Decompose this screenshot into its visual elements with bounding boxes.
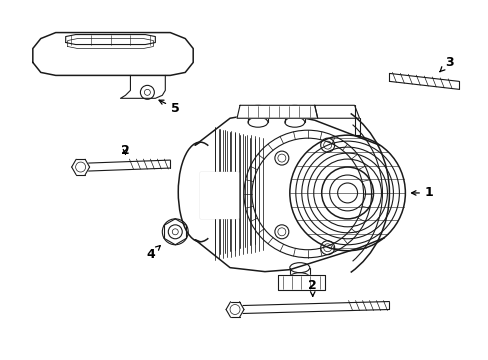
Polygon shape	[200, 172, 238, 218]
Polygon shape	[237, 105, 317, 118]
Text: 2: 2	[308, 279, 316, 296]
Text: 5: 5	[159, 100, 179, 115]
Polygon shape	[277, 275, 324, 289]
Polygon shape	[388, 73, 456, 89]
Polygon shape	[33, 32, 193, 75]
Text: 3: 3	[439, 56, 452, 72]
Text: 2: 2	[121, 144, 130, 157]
Text: 4: 4	[146, 246, 160, 261]
Text: 1: 1	[411, 186, 433, 199]
Polygon shape	[243, 302, 388, 314]
Polygon shape	[88, 160, 170, 171]
